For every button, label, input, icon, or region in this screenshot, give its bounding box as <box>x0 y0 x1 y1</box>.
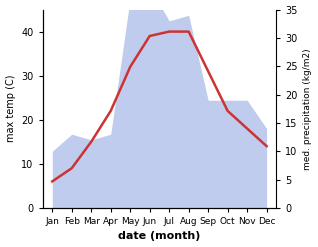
X-axis label: date (month): date (month) <box>118 231 201 242</box>
Y-axis label: max temp (C): max temp (C) <box>5 75 16 143</box>
Y-axis label: med. precipitation (kg/m2): med. precipitation (kg/m2) <box>303 48 313 169</box>
